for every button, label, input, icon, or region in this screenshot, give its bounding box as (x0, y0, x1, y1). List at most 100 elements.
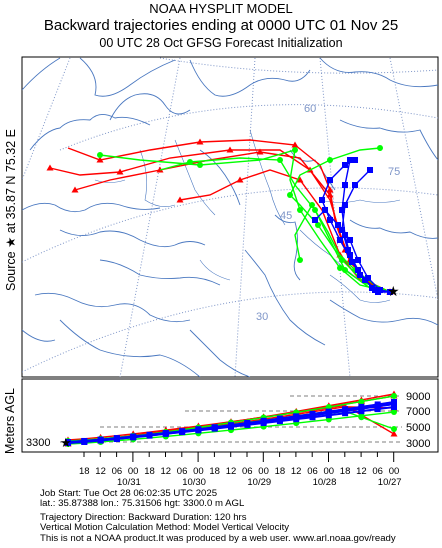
lat-grid (22, 57, 438, 373)
date-tick-label: 10/30 (182, 477, 206, 488)
footer-vertical-method: Vertical Motion Calculation Method: Mode… (40, 522, 290, 534)
green-profile-marker (391, 426, 397, 432)
green-marker (327, 157, 333, 163)
right-axis-9000: 9000 (406, 391, 430, 403)
lat-label-45: 45 (280, 210, 292, 222)
red-marker (326, 191, 334, 198)
hour-tick-label: 18 (79, 466, 90, 477)
blue-profile-marker (260, 418, 267, 425)
red-marker (116, 168, 124, 175)
green-marker (297, 257, 303, 263)
vertical-profile-lines (64, 390, 398, 447)
blue-profile-marker (358, 405, 365, 412)
green-marker (377, 145, 383, 151)
red-marker (291, 141, 299, 148)
hour-tick-label: 00 (258, 466, 269, 477)
blue-profile-marker (244, 420, 251, 427)
right-axis-7000: 7000 (406, 406, 430, 418)
red-marker (226, 146, 234, 153)
blue-profile-marker (179, 428, 186, 435)
blue-profile-marker (309, 412, 316, 419)
red-marker (46, 164, 54, 171)
green-marker (315, 222, 321, 228)
footer-job-start: Job Start: Tue Oct 28 06:02:35 UTC 2025 (40, 488, 218, 499)
date-tick-labels: 10/31 10/30 10/29 10/28 10/27 (117, 477, 402, 488)
blue-profile-marker (374, 403, 381, 410)
green-marker (309, 202, 315, 208)
title-line-3: 00 UTC 28 Oct GFSG Forecast Initializati… (99, 36, 343, 50)
hour-tick-label: 12 (226, 466, 237, 477)
blue-profile-marker (342, 407, 349, 414)
footer-direction: Trajectory Direction: Backward Duration:… (40, 511, 247, 523)
green-profile-marker (358, 398, 365, 405)
blue-profile-marker (293, 414, 300, 421)
blue-marker (345, 247, 351, 253)
date-tick-label: 10/31 (117, 477, 141, 488)
blue-marker (337, 237, 343, 243)
blue-profile-marker (195, 427, 202, 434)
blue-profile-marker (113, 435, 120, 442)
title-line-2: Backward trajectories ending at 0000 UTC… (43, 17, 399, 34)
red-marker (96, 156, 104, 163)
blue-marker (342, 162, 348, 168)
blue-marker (387, 289, 393, 295)
lat-label-30: 30 (256, 311, 268, 323)
green-marker (287, 192, 293, 198)
green-marker (297, 207, 303, 213)
blue-marker (342, 182, 348, 188)
blue-profile-marker (228, 423, 234, 430)
blue-marker (335, 222, 341, 228)
blue-profile-marker (162, 430, 169, 437)
hour-tick-label: 06 (307, 466, 318, 477)
hour-tick-label: 00 (389, 466, 400, 477)
footer-location: lat.: 35.87388 lon.: 75.31506 hgt: 3300.… (40, 498, 245, 510)
trajectory-lines (46, 138, 394, 295)
blue-marker (365, 275, 371, 281)
blue-marker (339, 207, 345, 213)
job-info-footer: Job Start: Tue Oct 28 06:02:35 UTC 2025 … (40, 488, 440, 544)
green-trajectory-2 (159, 157, 391, 293)
blue-marker (327, 217, 333, 223)
blue-marker (369, 285, 375, 291)
blue-marker (349, 259, 355, 265)
blue-marker (347, 157, 353, 163)
lon-grid (22, 57, 438, 377)
hour-tick-label: 06 (372, 466, 383, 477)
green-profile-marker (358, 412, 365, 419)
blue-marker (367, 167, 373, 173)
green-marker (292, 147, 298, 153)
date-tick-label: 10/28 (313, 477, 337, 488)
blue-marker (355, 267, 361, 273)
blue-marker (322, 207, 328, 213)
hour-tick-label: 12 (95, 466, 106, 477)
vertical-start-star: ★ (60, 435, 72, 450)
red-marker (196, 138, 204, 145)
red-marker (71, 186, 79, 193)
vertical-axis-label: Meters AGL (3, 388, 17, 454)
start-height-label: 3300 (26, 437, 50, 449)
blue-profile-marker (391, 401, 397, 407)
green-profile-marker (391, 393, 397, 399)
source-star-marker: ★ (387, 283, 400, 299)
hour-tick-label: 00 (128, 466, 139, 477)
blue-marker (352, 157, 358, 163)
time-tick-marks (83, 452, 395, 462)
hour-tick-label: 18 (144, 466, 155, 477)
blue-marker (357, 272, 363, 278)
hour-tick-label: 06 (177, 466, 188, 477)
blue-marker (352, 182, 358, 188)
green-marker (339, 257, 345, 263)
blue-profile-marker (65, 440, 71, 446)
green-marker (277, 157, 283, 163)
hour-tick-label: 00 (193, 466, 204, 477)
lat-label-75: 75 (388, 166, 400, 178)
red-marker (256, 148, 264, 155)
hour-tick-label: 12 (356, 466, 367, 477)
blue-marker (327, 177, 333, 183)
hour-tick-label: 00 (324, 466, 335, 477)
hour-tick-label: 06 (112, 466, 123, 477)
blue-marker (319, 197, 325, 203)
footer-disclaimer: This is not a NOAA product.It was produc… (40, 532, 396, 544)
title-line-1: NOAA HYSPLIT MODEL (149, 1, 293, 16)
